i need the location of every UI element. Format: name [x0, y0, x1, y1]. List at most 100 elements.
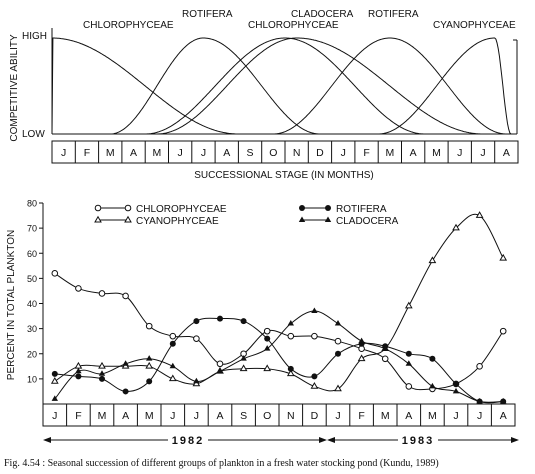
- bottom-ytick-label: 40: [27, 299, 37, 309]
- data-point-rotifera: [335, 350, 341, 357]
- top-month-label: F: [84, 147, 90, 159]
- data-point-cladocera: [382, 345, 389, 351]
- top-month-label: J: [178, 147, 183, 159]
- data-point-rotifera: [146, 378, 153, 385]
- top-month-label: J: [61, 147, 66, 159]
- data-point-chlorophyceae: [263, 327, 271, 335]
- data-point-cyanophyceae: [310, 382, 319, 389]
- legend-cladocera: CLADOCERA: [298, 216, 399, 227]
- top-month-label: D: [316, 147, 324, 159]
- bottom-month-label: A: [405, 410, 412, 422]
- data-point-rotifera: [193, 318, 200, 325]
- top-month-label: O: [269, 147, 277, 159]
- series-line-cladocera: [54, 310, 504, 403]
- top-curve-rotifera: [273, 37, 507, 135]
- top-curve-chlorophyceae: [145, 37, 425, 135]
- bottom-month-label: M: [428, 410, 437, 422]
- series-rotifera: [51, 315, 507, 405]
- data-point-cladocera: [75, 367, 82, 374]
- top-curve-rotifera: [110, 37, 320, 135]
- bottom-month-label: A: [500, 410, 507, 422]
- bottom-month-label: M: [98, 410, 107, 422]
- series-cyanophyceae: [50, 211, 508, 392]
- data-point-chlorophyceae: [169, 332, 177, 340]
- data-point-cladocera: [429, 382, 436, 389]
- series-cladocera: [51, 307, 507, 404]
- data-point-cyanophyceae: [475, 211, 484, 218]
- data-point-rotifera: [122, 388, 129, 395]
- data-point-chlorophyceae: [381, 355, 389, 363]
- data-point-cladocera: [264, 345, 271, 351]
- data-point-cladocera: [216, 367, 224, 374]
- top-month-label: J: [480, 147, 485, 159]
- bottom-series: [50, 211, 508, 405]
- top-curve-cyanophyceae: [378, 37, 512, 135]
- year-1982: 1982: [172, 435, 204, 447]
- top-month-label: A: [130, 147, 137, 159]
- data-point-rotifera: [169, 340, 176, 347]
- data-point-cyanophyceae: [168, 374, 177, 382]
- data-point-rotifera: [99, 375, 105, 382]
- top-label-rotifera-2: ROTIFERA: [368, 9, 419, 20]
- data-point-cladocera: [405, 360, 412, 366]
- data-point-chlorophyceae: [193, 335, 200, 342]
- legend-cyanophyceae-label: CYANOPHYCEAE: [136, 216, 219, 227]
- bottom-month-label: A: [216, 410, 223, 422]
- top-label-cladocera: CLADOCERA: [291, 9, 354, 20]
- bottom-ytick-label: 70: [27, 224, 37, 234]
- data-point-cyanophyceae: [404, 301, 413, 309]
- top-curve-cladocera: [156, 37, 484, 135]
- data-point-rotifera: [405, 350, 412, 357]
- bottom-month-label: J: [335, 410, 340, 422]
- data-point-cladocera: [311, 307, 318, 313]
- top-label-chlorophyceae-1: CHLOROPHYCEAE: [83, 20, 174, 31]
- data-point-chlorophyceae: [51, 270, 59, 277]
- legend-chlorophyceae: CHLOROPHYCEAE: [94, 204, 227, 215]
- year-1983: 1983: [402, 435, 434, 447]
- top-month-label: A: [410, 147, 417, 159]
- data-point-cladocera: [476, 397, 483, 404]
- series-line-chlorophyceae: [54, 272, 504, 391]
- bottom-ytick-label: 80: [27, 199, 37, 209]
- data-point-rotifera: [264, 335, 271, 342]
- top-label-cyanophyceae: CYANOPHYCEAE: [433, 20, 516, 31]
- top-month-label: J: [457, 147, 462, 159]
- data-point-cyanophyceae: [357, 354, 366, 362]
- data-point-rotifera: [311, 373, 318, 380]
- data-point-cladocera: [51, 395, 58, 401]
- data-point-cladocera: [169, 362, 176, 369]
- top-month-label: J: [341, 147, 346, 159]
- bottom-ytick-label: 20: [27, 349, 37, 359]
- top-series-labels: CHLOROPHYCEAE ROTIFERA CHLOROPHYCEAE CLA…: [83, 9, 516, 31]
- bottom-ylabel: PERCENT IN TOTAL PLANKTON: [6, 230, 17, 380]
- legend-rotifera-label: ROTIFERA: [336, 204, 387, 215]
- bottom-month-label: F: [358, 410, 364, 422]
- series-chlorophyceae: [51, 270, 507, 393]
- data-point-cyanophyceae: [452, 223, 460, 231]
- top-label-rotifera-1: ROTIFERA: [182, 9, 233, 20]
- data-point-chlorophyceae: [476, 363, 483, 370]
- data-point-chlorophyceae: [311, 332, 318, 340]
- top-ytick-low: LOW: [22, 129, 45, 140]
- top-curves: [51, 37, 512, 135]
- bottom-month-label: J: [194, 410, 199, 422]
- data-point-rotifera: [75, 373, 82, 380]
- data-point-chlorophyceae: [75, 285, 82, 292]
- data-point-cladocera: [500, 397, 507, 404]
- data-point-cladocera: [122, 360, 129, 366]
- year-spans: 1982 1983: [43, 435, 519, 447]
- top-month-label: F: [363, 147, 369, 159]
- data-point-rotifera: [240, 318, 247, 325]
- top-month-label: M: [106, 147, 115, 159]
- bottom-ytick-label: 50: [27, 274, 37, 284]
- data-point-cyanophyceae: [334, 384, 342, 392]
- data-point-cladocera: [240, 355, 247, 361]
- series-line-rotifera: [54, 317, 504, 404]
- top-month-label: M: [152, 147, 161, 159]
- data-point-cladocera: [287, 320, 294, 326]
- bottom-month-label: M: [145, 410, 154, 422]
- data-point-chlorophyceae: [358, 345, 365, 353]
- data-point-cyanophyceae: [239, 364, 248, 372]
